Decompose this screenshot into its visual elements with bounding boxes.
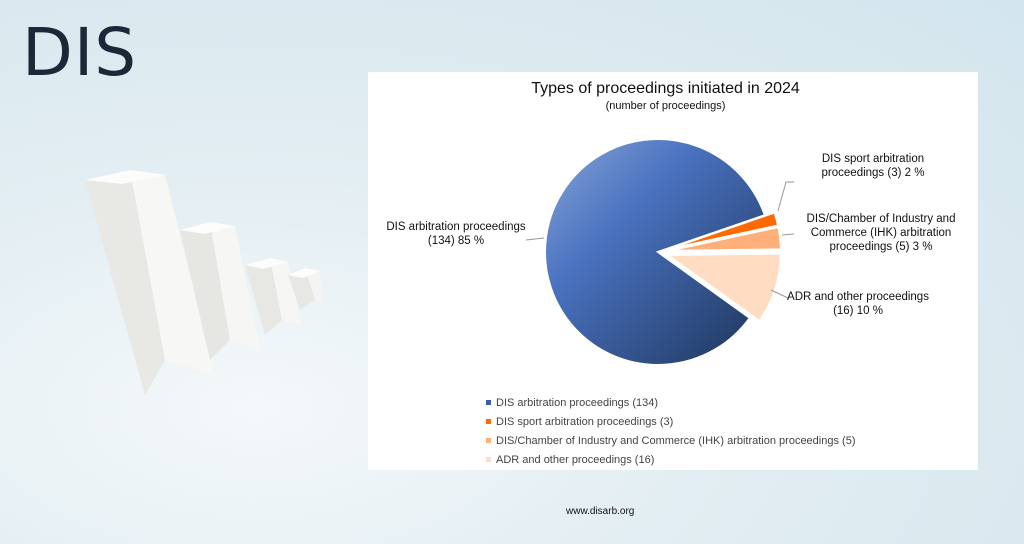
legend-swatch [486, 419, 491, 424]
legend-swatch [486, 438, 491, 443]
pie-chart [525, 138, 795, 366]
data-label-dis-arbitration: DIS arbitration proceedings (134) 85 % [386, 221, 526, 247]
legend-item: ADR and other proceedings (16) [486, 450, 855, 469]
data-label-adr: ADR and other proceedings (16) 10 % [787, 291, 929, 317]
bar-1 [85, 170, 215, 395]
legend-swatch [486, 457, 491, 462]
chart-title: Types of proceedings initiated in 2024 [531, 80, 800, 97]
legend-item: DIS arbitration proceedings (134) [486, 393, 855, 412]
pie-slice-2 [667, 225, 782, 252]
bar-3 [245, 258, 302, 335]
pie-slice-4 [544, 138, 767, 366]
dis-logo: DIS [22, 14, 138, 91]
legend-swatch [486, 400, 491, 405]
legend-item: DIS/Chamber of Industry and Commerce (IH… [486, 431, 855, 450]
bar-4 [288, 268, 323, 310]
chart-legend: DIS arbitration proceedings (134) DIS sp… [486, 393, 855, 469]
data-label-ihk: DIS/Chamber of Industry and Commerce (IH… [806, 213, 956, 253]
leader-lines [525, 181, 795, 299]
pie-slice-3 [664, 252, 782, 323]
footer-url[interactable]: www.disarb.org [566, 506, 635, 517]
bar-2 [180, 222, 260, 360]
chart-card: Types of proceedings initiated in 2024 (… [368, 72, 978, 470]
data-label-sport: DIS sport arbitration proceedings (3) 2 … [821, 153, 925, 179]
decorative-3d-bars-image [85, 170, 323, 395]
chart-subtitle: (number of proceedings) [605, 100, 726, 112]
legend-item: DIS sport arbitration proceedings (3) [486, 412, 855, 431]
